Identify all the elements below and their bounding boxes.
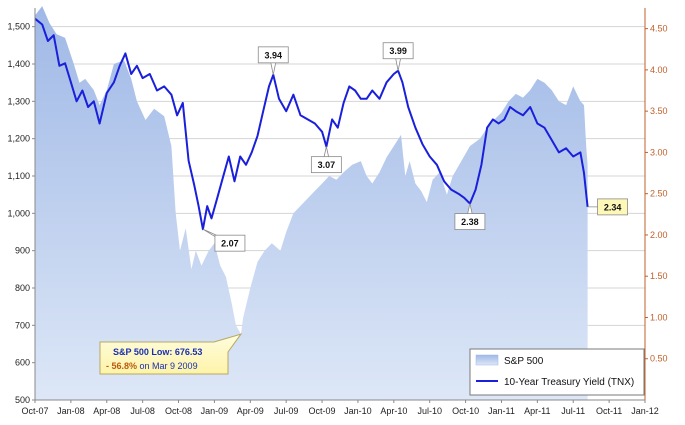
data-callouts: 3.94 3.99 2.07 3.07 2.38 2.34 <box>202 42 628 252</box>
left-tick-label: 1,500 <box>7 22 30 32</box>
value-callout-label: 2.07 <box>221 239 239 249</box>
sp500-area <box>35 6 588 400</box>
left-tick-label: 1,200 <box>7 134 30 144</box>
value-callout-box <box>214 234 246 252</box>
x-tick-label: Apr-10 <box>380 406 407 416</box>
right-tick-label: 3.50 <box>650 106 668 116</box>
value-callout-label: 3.07 <box>318 160 336 170</box>
right-tick-label: 1.00 <box>650 312 668 322</box>
legend-label-tnx: 10-Year Treasury Yield (TNX) <box>504 377 634 388</box>
value-callout-box <box>257 46 289 64</box>
low-callout: S&P 500 Low: 676.53 - 56.8% on Mar 9 200… <box>99 333 243 375</box>
legend: S&P 500 10-Year Treasury Yield (TNX) <box>469 348 645 396</box>
left-axis-ticks: 500 600 700 800 900 1,000 1,100 1,200 1,300 1,400… <box>7 22 35 405</box>
legend-box <box>469 348 645 396</box>
x-tick-label: Jan-09 <box>201 406 229 416</box>
right-tick-label: 4.50 <box>650 24 668 34</box>
low-callout-box <box>99 333 243 375</box>
value-callout: 2.34 <box>587 198 628 216</box>
right-tick-label: 1.50 <box>650 271 668 281</box>
x-tick-label: Apr-08 <box>93 406 120 416</box>
x-tick-label: Jul-10 <box>417 406 442 416</box>
value-callout: 2.38 <box>454 203 486 230</box>
tnx-line-layer <box>34 17 589 231</box>
value-callout-label: 3.94 <box>264 50 282 60</box>
left-tick-label: 1,000 <box>7 208 30 218</box>
right-tick-label: 0.50 <box>650 354 668 364</box>
x-tick-label: Jan-08 <box>57 406 85 416</box>
value-callout: 3.94 <box>257 46 289 75</box>
axes <box>34 8 646 401</box>
legend-swatch-sp500 <box>475 354 499 366</box>
value-callout-box <box>597 198 628 216</box>
x-tick-label: Jul-11 <box>561 406 585 416</box>
right-tick-label: 4.00 <box>650 65 668 75</box>
x-tick-label: Jul-09 <box>274 406 299 416</box>
x-tick-label: Apr-11 <box>524 406 550 416</box>
low-callout-line2: - 56.8% on Mar 9 2009 <box>106 361 198 371</box>
x-tick-label: Jan-10 <box>344 406 372 416</box>
right-tick-label: 2.50 <box>650 189 668 199</box>
left-tick-label: 1,300 <box>7 96 30 106</box>
left-tick-label: 600 <box>15 358 30 368</box>
right-tick-label: 3.00 <box>650 147 668 157</box>
left-tick-label: 800 <box>15 283 30 293</box>
left-tick-label: 900 <box>15 246 30 256</box>
x-tick-label: Oct-07 <box>21 406 48 416</box>
value-callout: 3.99 <box>382 42 414 71</box>
value-callout-box <box>310 156 342 174</box>
right-tick-label: 2.00 <box>650 230 668 240</box>
value-callout-label: 2.38 <box>461 217 479 227</box>
low-callout-date: on Mar 9 2009 <box>137 361 198 371</box>
x-axis-ticks: Oct-07 Jan-08 Apr-08 Jul-08 Oct-08 Jan-09 Apr-… <box>21 400 659 416</box>
left-tick-label: 500 <box>15 395 30 405</box>
left-tick-label: 1,400 <box>7 59 30 69</box>
x-tick-label: Apr-09 <box>237 406 264 416</box>
legend-label-sp500: S&P 500 <box>504 356 544 367</box>
x-tick-label: Oct-09 <box>309 406 336 416</box>
x-tick-label: Jan-11 <box>488 406 515 416</box>
x-tick-label: Oct-11 <box>596 406 622 416</box>
low-callout-pct: - 56.8% <box>106 361 137 371</box>
low-callout-line1: S&P 500 Low: 676.53 <box>113 347 202 357</box>
x-tick-label: Oct-08 <box>165 406 192 416</box>
x-tick-label: Jan-12 <box>631 406 659 416</box>
value-callout: 3.07 <box>310 146 342 174</box>
value-callout-label: 2.34 <box>604 202 622 212</box>
left-tick-label: 1,100 <box>7 171 30 181</box>
x-tick-label: Oct-10 <box>452 406 479 416</box>
value-callout-box <box>382 42 414 60</box>
value-callout: 2.07 <box>202 228 246 252</box>
sp500-area-layer <box>35 6 588 400</box>
value-callout-box <box>454 213 486 230</box>
x-tick-label: Jul-08 <box>130 406 155 416</box>
left-tick-label: 700 <box>15 320 30 330</box>
value-callout-label: 3.99 <box>389 46 407 56</box>
tnx-line <box>34 17 589 231</box>
right-axis-ticks: 0.50 1.00 1.50 2.00 2.50 3.00 3.50 4.00 4.50 <box>645 24 668 364</box>
